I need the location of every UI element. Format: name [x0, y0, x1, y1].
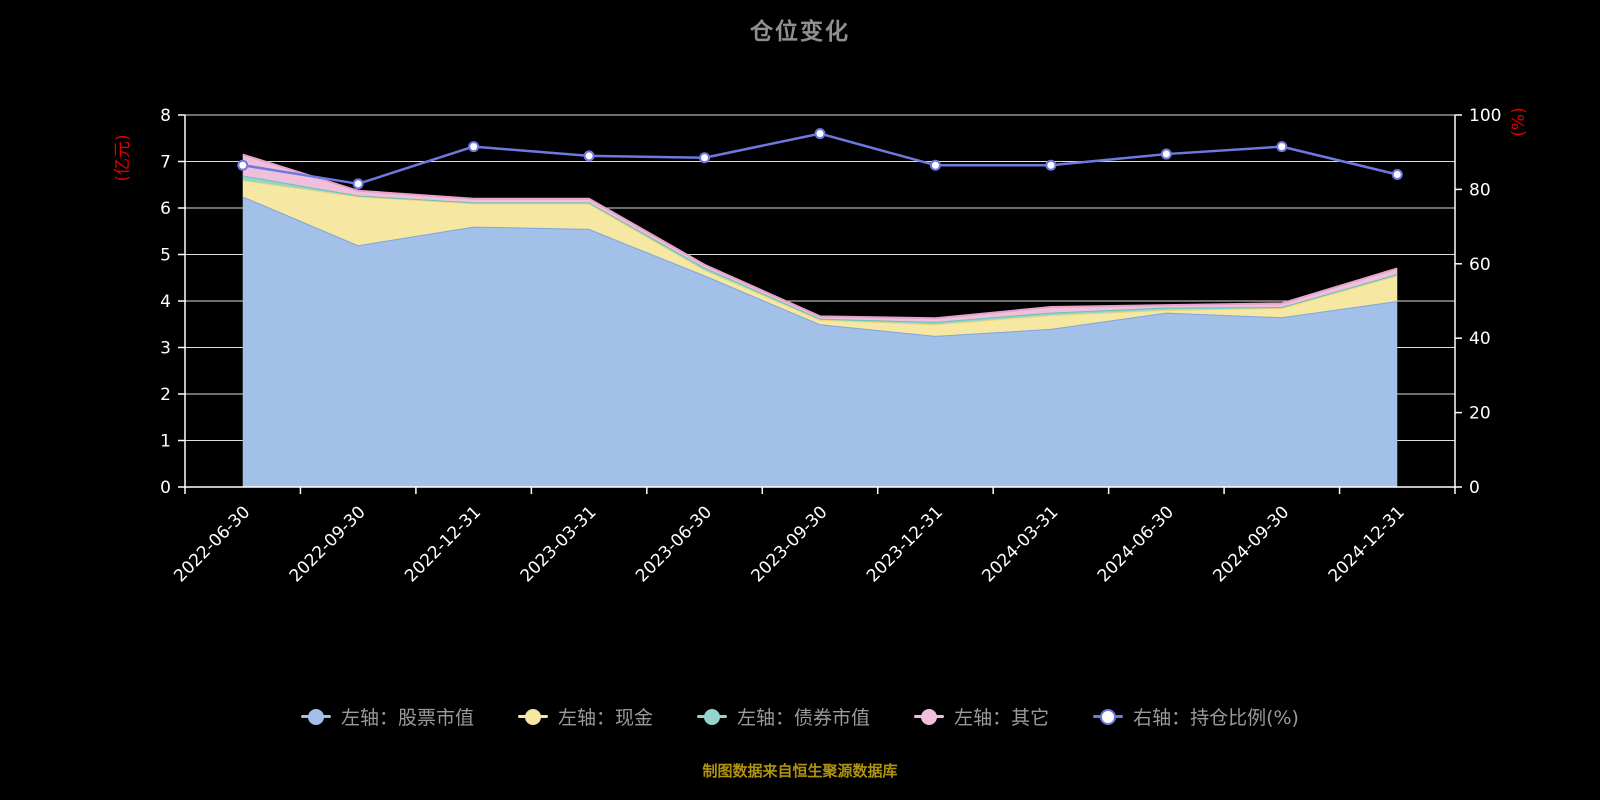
legend-cash-marker-icon: [518, 708, 549, 725]
x-axis-label: 2024-03-31: [978, 502, 1062, 586]
legend-item-position-ratio[interactable]: 右轴：持仓比例(%): [1093, 703, 1299, 730]
x-axis-label: 2023-09-30: [748, 502, 832, 586]
legend-label: 左轴：债券市值: [737, 707, 871, 729]
legend-other-marker-icon: [914, 708, 945, 725]
x-axis-label: 2023-06-30: [632, 502, 716, 586]
x-axis-label: 2024-12-31: [1325, 502, 1409, 586]
ratio-line-point: [352, 178, 364, 190]
right-axis-unit-label: (%): [1509, 107, 1529, 136]
right-axis-tick-label: 40: [1469, 329, 1491, 349]
right-axis-tick-label: 80: [1469, 180, 1491, 200]
legend-item-bond-value[interactable]: 左轴：债券市值: [697, 703, 870, 730]
ratio-line-point: [1045, 159, 1057, 171]
ratio-line: [242, 132, 1398, 186]
x-axis-label: 2023-03-31: [517, 502, 601, 586]
ratio-line-point: [1391, 169, 1403, 181]
chart-caption: 制图数据来自恒生聚源数据库: [702, 762, 898, 780]
left-axis-unit-label: (亿元): [113, 134, 133, 181]
x-axis-label: 2024-09-30: [1209, 502, 1293, 586]
legend-label: 右轴：持仓比例(%): [1133, 707, 1299, 729]
area-border-3: [242, 153, 1398, 320]
legend-item-stock-value[interactable]: 左轴：股票市值: [301, 703, 474, 730]
area-series-3: [242, 154, 1398, 322]
legend-label: 左轴：现金: [558, 707, 654, 729]
left-axis-tick-label: 0: [160, 478, 171, 498]
x-axis-label: 2022-12-31: [401, 502, 485, 586]
x-axis-label: 2024-06-30: [1094, 502, 1178, 586]
x-axis-label: 2022-06-30: [170, 502, 254, 586]
legend-bond-marker-icon: [697, 708, 728, 725]
left-axis-tick-label: 3: [160, 339, 171, 359]
right-axis-tick-label: 60: [1469, 255, 1491, 275]
legend-stock-marker-icon: [301, 708, 332, 725]
left-axis-tick-label: 8: [160, 106, 171, 126]
right-axis-tick-label: 20: [1469, 404, 1491, 424]
ratio-line-point: [1276, 141, 1288, 153]
ratio-line-point: [929, 159, 941, 171]
legend-ratio-marker-icon: [1093, 708, 1124, 725]
left-axis-tick-label: 7: [160, 153, 171, 173]
left-axis-tick-label: 5: [160, 246, 171, 266]
area-series-0: [242, 196, 1398, 487]
x-axis-label: 2023-12-31: [863, 502, 947, 586]
left-axis-tick-label: 6: [160, 199, 171, 219]
right-axis-tick-label: 0: [1469, 478, 1480, 498]
area-series-1: [242, 180, 1398, 336]
x-axis-label: 2022-09-30: [286, 502, 370, 586]
ratio-line-point: [1160, 148, 1172, 160]
legend-label: 左轴：股票市值: [341, 707, 475, 729]
ratio-line-point: [583, 150, 595, 162]
left-axis-tick-label: 2: [160, 385, 171, 405]
chart-legend: 左轴：股票市值 左轴：现金 左轴：债券市值 左轴：其它 右轴：持仓比例(%): [0, 703, 1600, 730]
left-axis-tick-label: 1: [160, 432, 171, 452]
ratio-line-point: [468, 141, 480, 153]
right-axis-tick-label: 100: [1469, 106, 1501, 126]
left-axis-tick-label: 4: [160, 292, 171, 312]
ratio-line-point: [237, 159, 249, 171]
chart-title: 仓位变化: [750, 19, 850, 45]
legend-item-other[interactable]: 左轴：其它: [914, 703, 1049, 730]
ratio-line-point: [814, 128, 826, 140]
legend-label: 左轴：其它: [954, 707, 1050, 729]
ratio-line-point: [699, 152, 711, 164]
legend-item-cash[interactable]: 左轴：现金: [518, 703, 653, 730]
